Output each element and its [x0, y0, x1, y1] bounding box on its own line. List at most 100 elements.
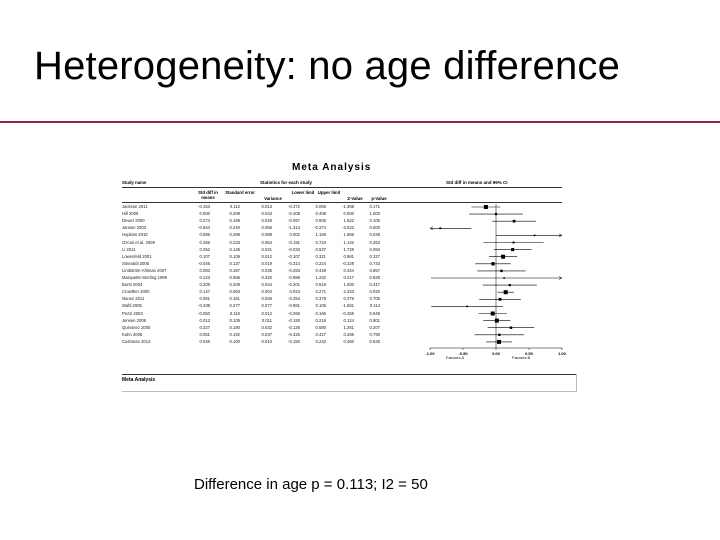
cell-hi: 0.376	[315, 296, 326, 302]
cell-p: 0.901	[369, 317, 380, 323]
cell-p: 0.253	[369, 239, 380, 245]
axis-tick-label: -1.00	[425, 351, 435, 356]
cell-var: 0.012	[261, 310, 272, 316]
cell-var: 0.077	[261, 303, 272, 309]
cell-z: 0.460	[343, 338, 354, 344]
cell-hi: 0.321	[315, 253, 326, 259]
cell-p: 0.105	[369, 218, 380, 224]
cell-smd: -0.050	[198, 310, 210, 316]
axis-tick-label: -0.50	[458, 351, 468, 356]
point-estimate	[498, 297, 502, 301]
cell-hi: 0.449	[315, 267, 326, 273]
cell-hi: 0.219	[315, 317, 326, 323]
cell-se: 0.277	[229, 303, 240, 309]
cell-hi: 0.537	[315, 246, 326, 252]
cell-study: Jansen 2003	[122, 225, 146, 231]
cell-se: 0.110	[229, 310, 240, 316]
meta-analysis-figure	[118, 155, 578, 390]
cell-smd: -0.045	[198, 260, 210, 266]
cell-var: 0.026	[261, 296, 272, 302]
cell-p: 1.000	[369, 211, 380, 217]
cell-lo: -0.126	[288, 324, 300, 330]
point-estimate	[511, 248, 515, 252]
cell-study: Hopkins 2010	[122, 232, 148, 238]
cell-p: 0.705	[369, 296, 380, 302]
ci-arrow	[558, 276, 563, 280]
point-estimate	[500, 269, 503, 273]
header-line-bottom	[122, 202, 562, 203]
cell-p: 0.084	[369, 246, 380, 252]
cell-smd: 0.013	[199, 317, 210, 323]
cell-hi: 1.232	[315, 275, 326, 280]
cell-z: 2.333	[343, 289, 354, 295]
cell-lo: -0.408	[288, 211, 300, 217]
point-estimate	[483, 205, 488, 209]
cell-smd: 0.107	[199, 253, 210, 259]
cell-study: Smeraldi 2005	[122, 260, 150, 266]
cell-z: 1.728	[343, 246, 354, 252]
cell-var: 0.021	[261, 246, 272, 252]
cell-z: 0.124	[343, 317, 354, 323]
cell-p: 0.649	[369, 310, 380, 316]
cell-smd: -0.153	[198, 204, 210, 209]
cell-smd: 0.046	[199, 338, 210, 344]
cell-se: 0.180	[229, 324, 240, 330]
cell-z: 0.444	[343, 267, 354, 273]
cell-var: 0.010	[261, 338, 272, 344]
cell-var: 0.012	[261, 253, 272, 259]
cell-z: -3.522	[342, 225, 354, 231]
point-estimate	[491, 262, 495, 266]
cell-p: 0.049	[369, 232, 380, 238]
axis-tick-label: 0.00	[492, 351, 501, 356]
stats-header: Statistics for each study	[260, 180, 313, 185]
cell-p: 0.657	[369, 267, 380, 273]
ci-arrow	[429, 226, 434, 231]
favours-b-label: Favours B	[512, 355, 531, 360]
slide-title: Heterogeneity: no age difference	[34, 44, 621, 88]
cell-hi: 0.066	[315, 204, 326, 209]
cell-smd: 0.227	[199, 324, 210, 330]
col-lower: Lower limit	[291, 190, 315, 195]
cell-hi: 0.427	[315, 331, 326, 337]
cell-p: 0.645	[369, 338, 380, 344]
cell-hi: 0.580	[315, 324, 326, 330]
ci-arrow	[558, 233, 563, 238]
cell-smd: 0.051	[199, 331, 210, 337]
cell-se: 0.146	[229, 246, 240, 252]
cell-lo: -0.325	[288, 331, 300, 337]
cell-study: Pezzi 2003	[122, 310, 143, 316]
cell-smd: 0.252	[199, 246, 210, 252]
cell-var: 0.004	[261, 289, 272, 295]
cell-p: 0.114	[369, 303, 380, 309]
cell-var: 0.032	[261, 324, 272, 330]
cell-p: 0.317	[369, 282, 380, 288]
cell-z: 0.217	[343, 275, 354, 280]
cell-hi: 0.605	[315, 218, 326, 224]
cell-smd: 0.585	[199, 232, 210, 238]
header-line-top	[122, 187, 562, 188]
cell-lo: 0.023	[289, 289, 300, 295]
cell-var: 0.013	[261, 204, 272, 209]
cell-z: -1.368	[342, 204, 354, 209]
point-estimate	[466, 305, 468, 308]
axis-tick-label: 1.00	[558, 351, 567, 356]
figure-bottom-border	[122, 391, 577, 392]
cell-z: 1.000	[343, 282, 354, 288]
cell-se: 0.240	[229, 225, 240, 231]
cell-lo: -0.254	[288, 296, 300, 302]
point-estimate	[497, 339, 502, 344]
meta-analysis-footer: Meta Analysis	[122, 377, 156, 383]
cell-lo: 0.002	[289, 232, 300, 238]
cell-se: 0.063	[229, 289, 240, 295]
cell-lo: -0.981	[288, 303, 300, 309]
cell-z: 0.000	[343, 211, 354, 217]
cell-var: 0.089	[261, 232, 272, 238]
cell-lo: -0.201	[288, 282, 300, 288]
cell-var: 0.058	[261, 225, 272, 231]
cell-p: 0.020	[369, 289, 380, 295]
point-estimate	[533, 234, 536, 237]
cell-hi: 0.224	[315, 260, 326, 266]
cell-z: 0.379	[343, 296, 354, 302]
cell-hi: 0.105	[315, 303, 326, 309]
